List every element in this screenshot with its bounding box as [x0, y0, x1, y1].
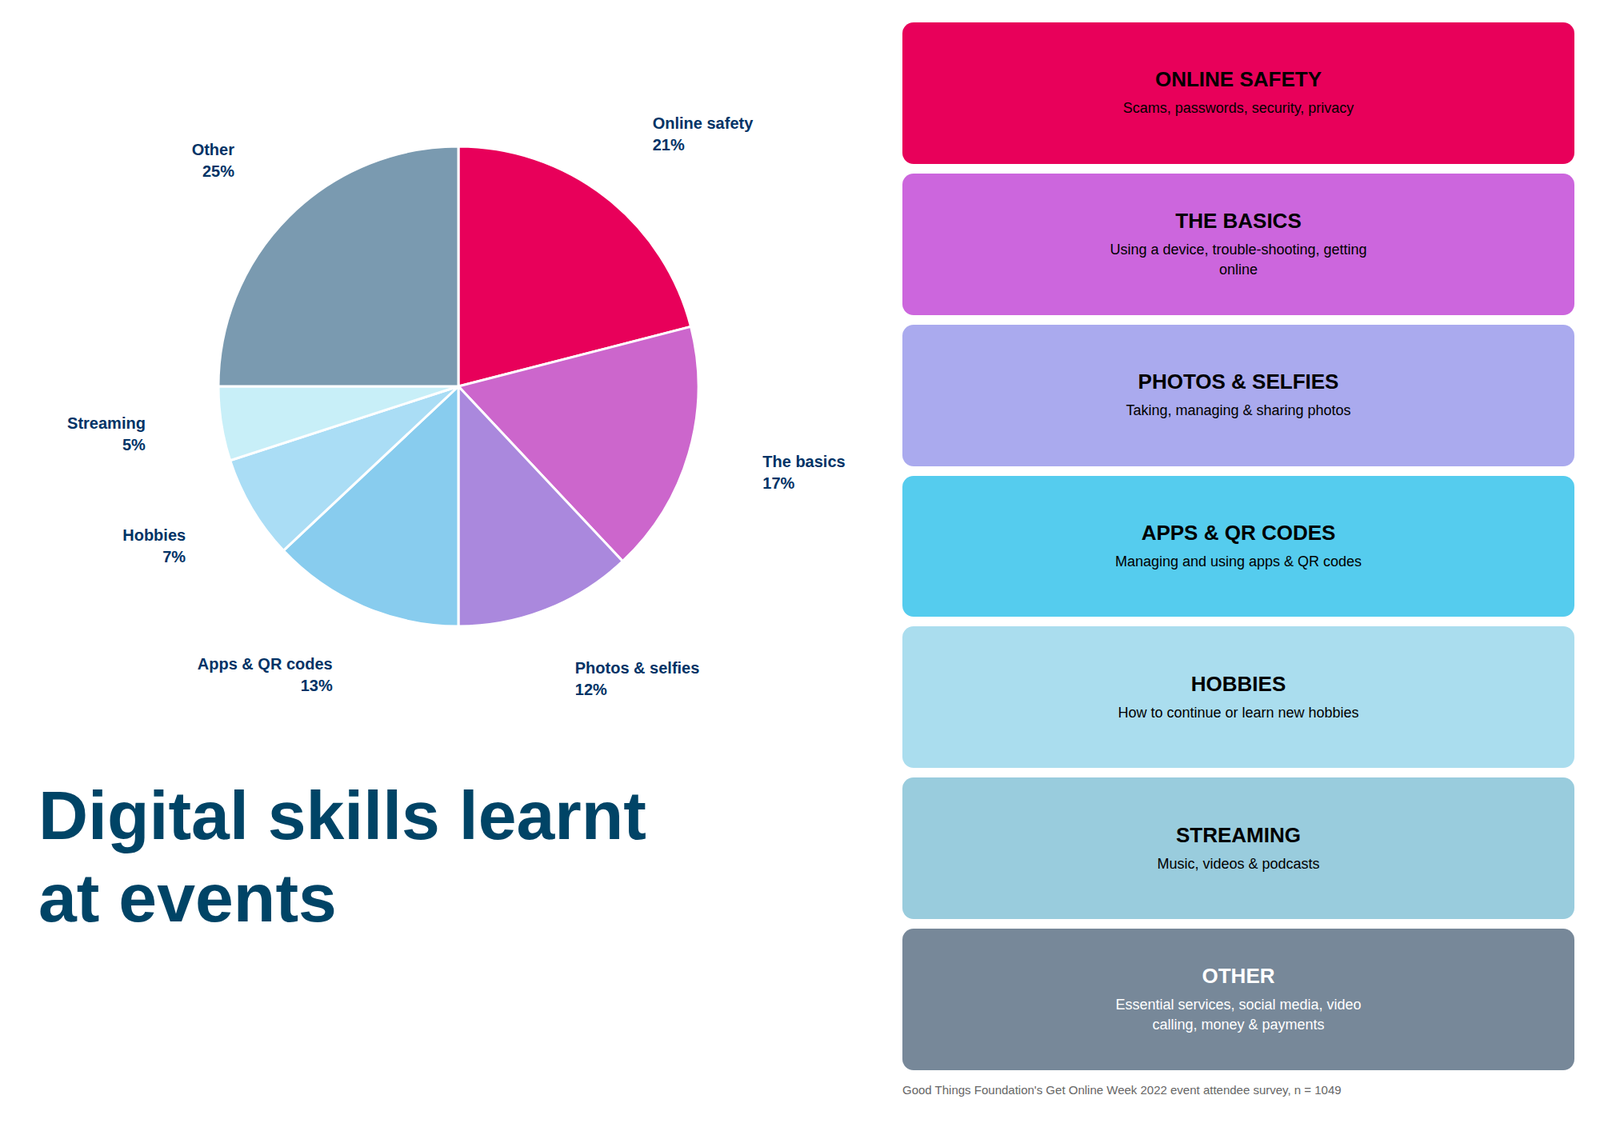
svg-text:Hobbies7%: Hobbies7% [122, 526, 186, 566]
html-text:Essential services, social med: Essential services, social media, video … [1115, 996, 1362, 1033]
html-text:Taking, managing & sharing pho: Taking, managing & sharing photos [1125, 402, 1351, 419]
html-text:APPS & QR CODES: APPS & QR CODES [1141, 520, 1336, 545]
svg-text:The basics17%: The basics17% [762, 452, 845, 492]
svg-text:Streaming5%: Streaming5% [67, 414, 146, 454]
svg-text:Photos & selfies12%: Photos & selfies12% [575, 659, 700, 699]
svg-text:Other25%: Other25% [192, 140, 236, 180]
html-text:Music, videos & podcasts: Music, videos & podcasts [1157, 855, 1320, 872]
html-text:Good Things Foundation's Get O: Good Things Foundation's Get Online Week… [902, 1083, 1342, 1097]
html-text:THE BASICS: THE BASICS [1175, 208, 1302, 233]
html-text:Digital skills learnt: Digital skills learnt [38, 776, 647, 854]
html-text:STREAMING: STREAMING [1176, 822, 1301, 847]
svg-text:Apps & QR codes13%: Apps & QR codes13% [197, 655, 333, 695]
html-text:How to continue or learn new h: How to continue or learn new hobbies [1117, 704, 1359, 721]
html-text:ONLINE SAFETY: ONLINE SAFETY [1155, 67, 1322, 92]
html-text:Using a device, trouble-shooti: Using a device, trouble-shooting, gettin… [1109, 241, 1367, 278]
html-text:Scams, passwords, security, pr: Scams, passwords, security, privacy [1122, 100, 1354, 117]
html-text:PHOTOS & SELFIES: PHOTOS & SELFIES [1138, 369, 1339, 394]
svg-text:Online safety21%: Online safety21% [652, 114, 754, 154]
html-text:OTHER: OTHER [1202, 963, 1275, 988]
html-text:Managing and using apps & QR c: Managing and using apps & QR codes [1115, 553, 1362, 570]
html-text:at events: at events [38, 859, 337, 937]
html-text:HOBBIES: HOBBIES [1191, 671, 1286, 696]
